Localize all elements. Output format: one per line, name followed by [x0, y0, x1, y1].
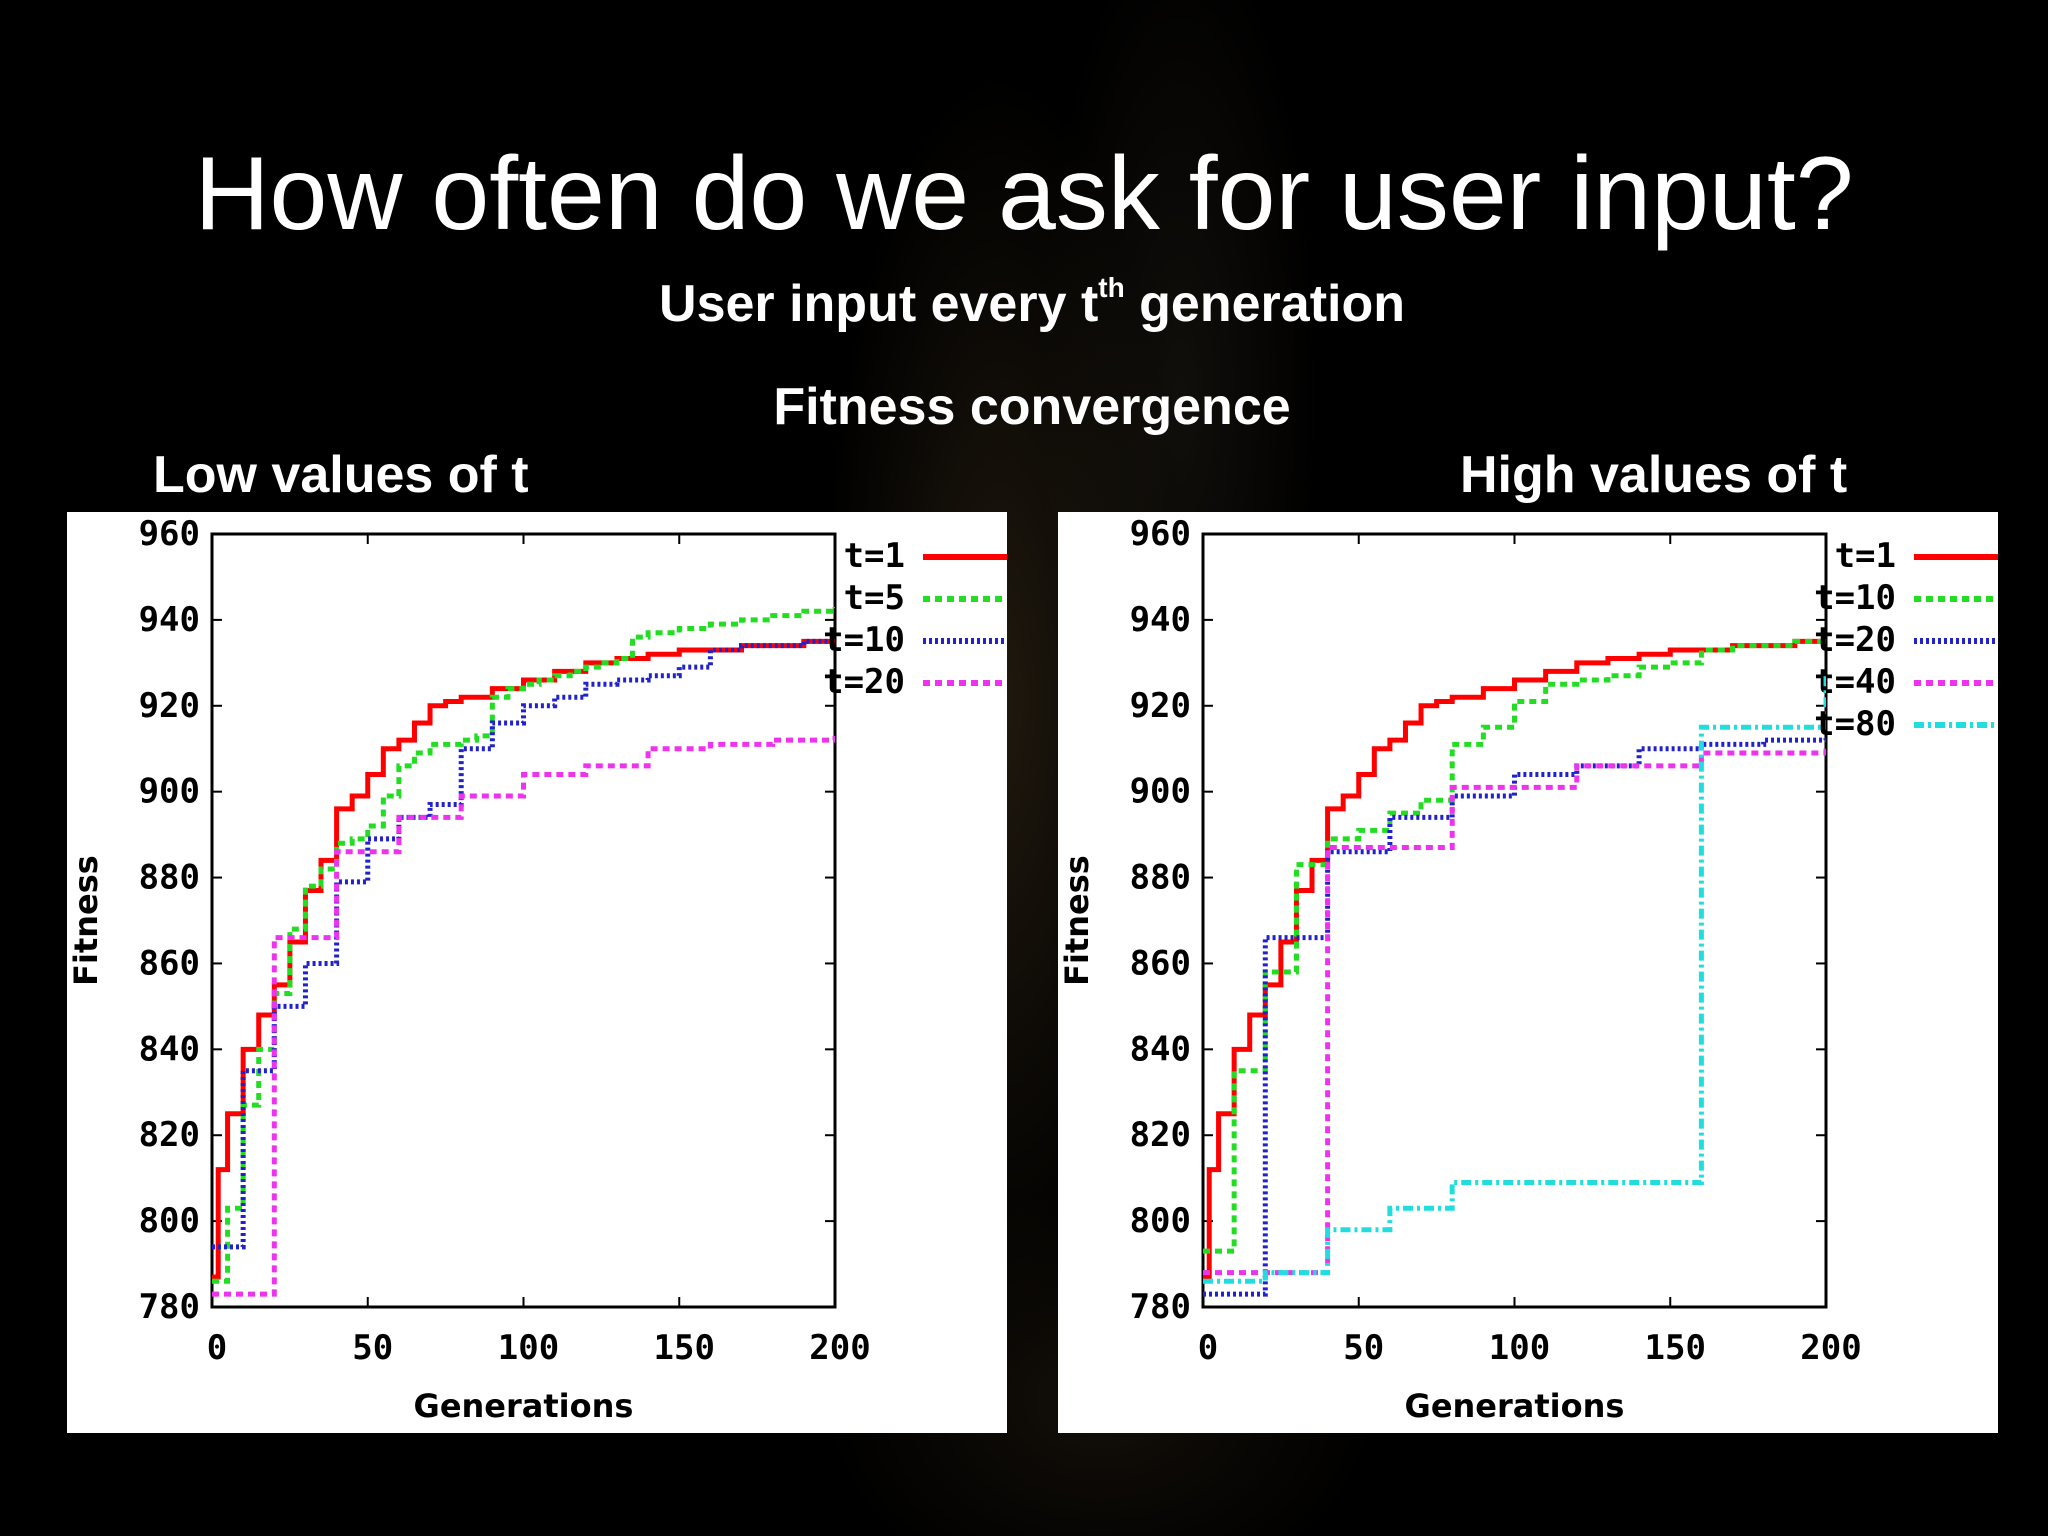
series-line-t80: [1203, 675, 1826, 1284]
y-tick-label: 940: [139, 600, 200, 640]
caption: Fitness convergence: [773, 378, 1291, 436]
right-chart: 780 800 820 840 860 880 900 920 940 960 0 50 100 150 2…: [1058, 514, 1998, 1425]
y-tick-label: 960: [1130, 514, 1191, 554]
y-tick-label: 880: [1130, 858, 1191, 898]
y-tick-label: 900: [139, 772, 200, 812]
y-tick-label: 780: [1130, 1287, 1191, 1327]
y-tick-label: 920: [1130, 686, 1191, 726]
x-axis-label: Generations: [1405, 1387, 1625, 1425]
y-tick-label: 840: [139, 1029, 200, 1069]
subtitle-suffix: generation: [1124, 275, 1405, 333]
y-tick-label: 860: [1130, 943, 1191, 983]
x-tick-label: 200: [809, 1328, 870, 1368]
right-chart-panel: 780 800 820 840 860 880 900 920 940 960 0 50 100 150 2…: [1058, 512, 1998, 1433]
series-line-t1: [212, 638, 835, 1280]
series-line-t10: [212, 638, 835, 1250]
slide-title: How often do we ask for user input?: [194, 136, 1854, 252]
y-tick-label: 860: [139, 943, 200, 983]
slide-subtitle: User input every tth generation: [0, 272, 2048, 334]
legend-label: t=5: [844, 578, 905, 618]
legend-label: t=1: [1835, 536, 1896, 576]
series-line-t20: [1203, 735, 1826, 1297]
y-tick-label: 840: [1130, 1029, 1191, 1069]
series-line-t5: [212, 607, 835, 1284]
y-tick-label: 960: [139, 514, 200, 554]
subtitle-text: User input every t: [659, 275, 1099, 333]
x-tick-label: 100: [498, 1328, 559, 1368]
y-tick-label: 920: [139, 686, 200, 726]
x-tick-label: 0: [207, 1328, 227, 1368]
series-line-t40: [1203, 748, 1826, 1276]
legend-label: t=20: [1814, 620, 1896, 660]
series-line-t10: [1203, 638, 1826, 1254]
x-tick-label: 100: [1489, 1328, 1550, 1368]
legend-label: t=20: [823, 662, 905, 702]
left-chart-panel: 780 800 820 840 860 880 900 920 940 960 0 50 100 150 2…: [67, 512, 1007, 1433]
series-line-t20: [212, 735, 835, 1297]
left-panel-label: Low values of t: [153, 446, 529, 504]
y-tick-label: 940: [1130, 600, 1191, 640]
subtitle-superscript: th: [1098, 272, 1125, 303]
legend-label: t=1: [844, 536, 905, 576]
legend-label: t=10: [823, 620, 905, 660]
y-tick-label: 800: [139, 1201, 200, 1241]
y-axis-label: Fitness: [67, 855, 105, 986]
right-panel-label: High values of t: [1460, 446, 1848, 504]
x-tick-label: 150: [1645, 1328, 1706, 1368]
y-tick-label: 820: [1130, 1115, 1191, 1155]
y-tick-label: 820: [139, 1115, 200, 1155]
x-tick-label: 50: [1343, 1328, 1384, 1368]
y-tick-label: 880: [139, 858, 200, 898]
x-tick-label: 50: [352, 1328, 393, 1368]
legend-label: t=40: [1814, 662, 1896, 702]
x-tick-label: 200: [1800, 1328, 1861, 1368]
left-chart: 780 800 820 840 860 880 900 920 940 960 0 50 100 150 2…: [67, 514, 1007, 1425]
y-tick-label: 780: [139, 1287, 200, 1327]
y-tick-label: 800: [1130, 1201, 1191, 1241]
x-tick-label: 0: [1198, 1328, 1218, 1368]
x-axis-label: Generations: [414, 1387, 634, 1425]
legend-label: t=10: [1814, 578, 1896, 618]
y-axis-label: Fitness: [1058, 855, 1096, 986]
x-tick-label: 150: [654, 1328, 715, 1368]
y-tick-label: 900: [1130, 772, 1191, 812]
legend-label: t=80: [1814, 704, 1896, 744]
